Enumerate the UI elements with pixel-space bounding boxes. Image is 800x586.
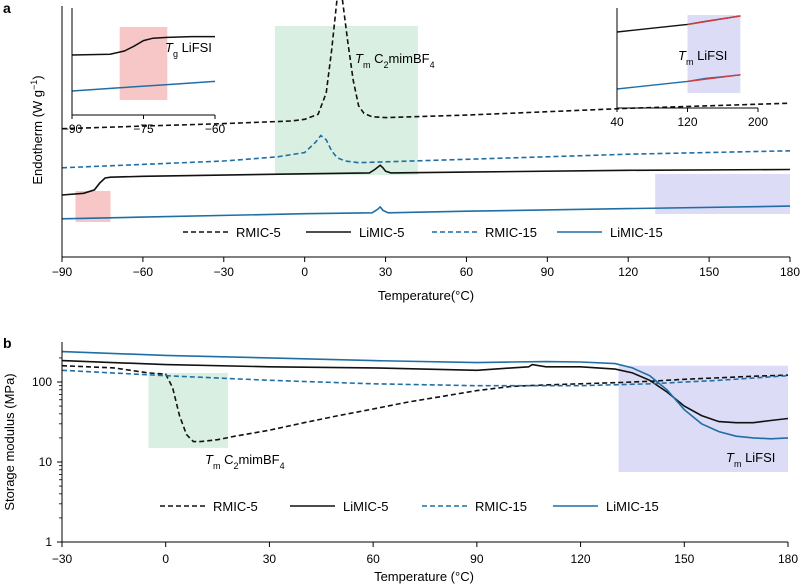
panel-a-x-tick-label: −60 — [133, 265, 154, 279]
panel-a-legend-label-rmic-15: RMIC-15 — [485, 225, 537, 240]
panel-a-x-tick-label: 90 — [541, 265, 555, 279]
panel-a-y-axis-label: Endotherm (W g−1) — [29, 75, 45, 184]
panel-b-x-tick-label: 30 — [263, 552, 277, 566]
panel-a-x-tick-label: 120 — [618, 265, 638, 279]
panel-b-x-tick-label: 180 — [778, 552, 798, 566]
panel-a: a −90 −60 −30 0 30 60 90 120 150 180 Temperature(… — [3, 0, 800, 303]
panel-a-shade-green — [275, 26, 418, 175]
inset-tm-x-tick-label: 200 — [748, 115, 768, 129]
panel-b-line-limic-15 — [61, 350, 789, 440]
panel-a-x-tick-label: 150 — [699, 265, 719, 279]
panel-b-y-tick-label: 1 — [45, 535, 52, 549]
panel-a-x-tick-label: 0 — [301, 265, 308, 279]
panel-a-shade-red — [75, 191, 111, 222]
inset-tg-x-tick-label: −75 — [133, 122, 154, 136]
panel-a-line-limic-5 — [61, 164, 791, 196]
panel-b-legend-label-rmic-15: RMIC-15 — [475, 499, 527, 514]
inset-tg-x-tick-label: −60 — [205, 122, 226, 136]
annotation-tm-c2mimbf4-a: Tm C2mimBF4 — [355, 51, 435, 70]
panel-b-series — [61, 350, 789, 443]
panel-a-line-limic-15 — [61, 205, 791, 220]
panel-b-x-tick-label: 150 — [674, 552, 694, 566]
inset-tg-lifsi: −90 −75 −60 Tg LiFSI — [62, 8, 226, 136]
panel-a-x-ticks: −90 −60 −30 0 30 60 90 120 150 180 — [52, 257, 800, 279]
panel-b-line-rmic-15 — [61, 369, 789, 387]
panel-b-x-tick-label: 0 — [162, 552, 169, 566]
panel-a-shaded-regions — [75, 26, 790, 222]
inset-tg-x-tick-label: −90 — [62, 122, 83, 136]
panel-a-x-tick-label: 30 — [379, 265, 393, 279]
inset-tm-x-tick-label: 40 — [610, 115, 624, 129]
panel-a-x-tick-label: −90 — [52, 265, 73, 279]
inset-tg-line-limic-15 — [71, 80, 216, 92]
panel-b-line-limic-5 — [61, 359, 789, 424]
annotation-tm-c2mimbf4-b: Tm C2mimBF4 — [205, 452, 285, 471]
panel-b: b −30 0 30 60 90 120 150 180 1 10 100 Temperature… — [2, 335, 798, 584]
panel-b-legend-label-limic-5: LiMIC-5 — [343, 499, 389, 514]
inset-tm-series — [616, 15, 741, 90]
panel-a-legend: RMIC-5 LiMIC-5 RMIC-15 LiMIC-15 — [183, 225, 663, 240]
panel-b-y-ticks: 1 10 100 — [32, 357, 62, 549]
panel-a-line-rmic-5 — [61, 0, 791, 130]
panel-b-x-axis-label: Temperature (°C) — [374, 569, 474, 584]
panel-b-legend-label-limic-15: LiMIC-15 — [606, 499, 659, 514]
panel-a-x-tick-label: −30 — [214, 265, 235, 279]
panel-b-y-axis-label: Storage modulus (MPa) — [2, 373, 17, 510]
panel-a-letter: a — [3, 0, 11, 16]
panel-a-x-axis-label: Temperature(°C) — [378, 288, 474, 303]
inset-tm-line-limic-15-fit — [687, 74, 741, 83]
annotation-tg-lifsi: Tg LiFSI — [165, 40, 212, 59]
panel-b-legend: RMIC-5 LiMIC-5 RMIC-15 LiMIC-15 — [160, 499, 659, 514]
panel-b-x-tick-label: 60 — [366, 552, 380, 566]
panel-a-line-rmic-15 — [61, 134, 791, 169]
inset-tg-series — [71, 35, 216, 92]
panel-b-line-rmic-5 — [61, 364, 789, 443]
panel-b-x-tick-label: 120 — [571, 552, 591, 566]
panel-a-series — [61, 0, 791, 220]
inset-tm-x-tick-label: 120 — [677, 115, 697, 129]
panel-b-legend-label-rmic-5: RMIC-5 — [213, 499, 258, 514]
panel-a-legend-label-rmic-5: RMIC-5 — [236, 225, 281, 240]
inset-tm-line-limic-5-fit — [687, 15, 741, 26]
panel-b-y-tick-label: 10 — [39, 455, 53, 469]
panel-b-y-tick-label: 100 — [32, 375, 52, 389]
panel-b-letter: b — [3, 335, 12, 351]
panel-a-legend-label-limic-5: LiMIC-5 — [359, 225, 405, 240]
panel-b-x-tick-label: 90 — [470, 552, 484, 566]
panel-a-legend-label-limic-15: LiMIC-15 — [610, 225, 663, 240]
panel-a-x-tick-label: 180 — [780, 265, 800, 279]
inset-tm-x-ticks: 40 120 200 — [610, 108, 768, 129]
inset-tg-line-limic-5 — [71, 35, 215, 56]
panel-a-x-tick-label: 60 — [460, 265, 474, 279]
panel-b-x-ticks: −30 0 30 60 90 120 150 180 — [52, 542, 798, 566]
inset-tm-lifsi: 40 120 200 Tm LiFSI — [610, 8, 768, 129]
inset-tg-x-ticks: −90 −75 −60 — [62, 115, 226, 136]
panel-b-x-tick-label: −30 — [52, 552, 73, 566]
